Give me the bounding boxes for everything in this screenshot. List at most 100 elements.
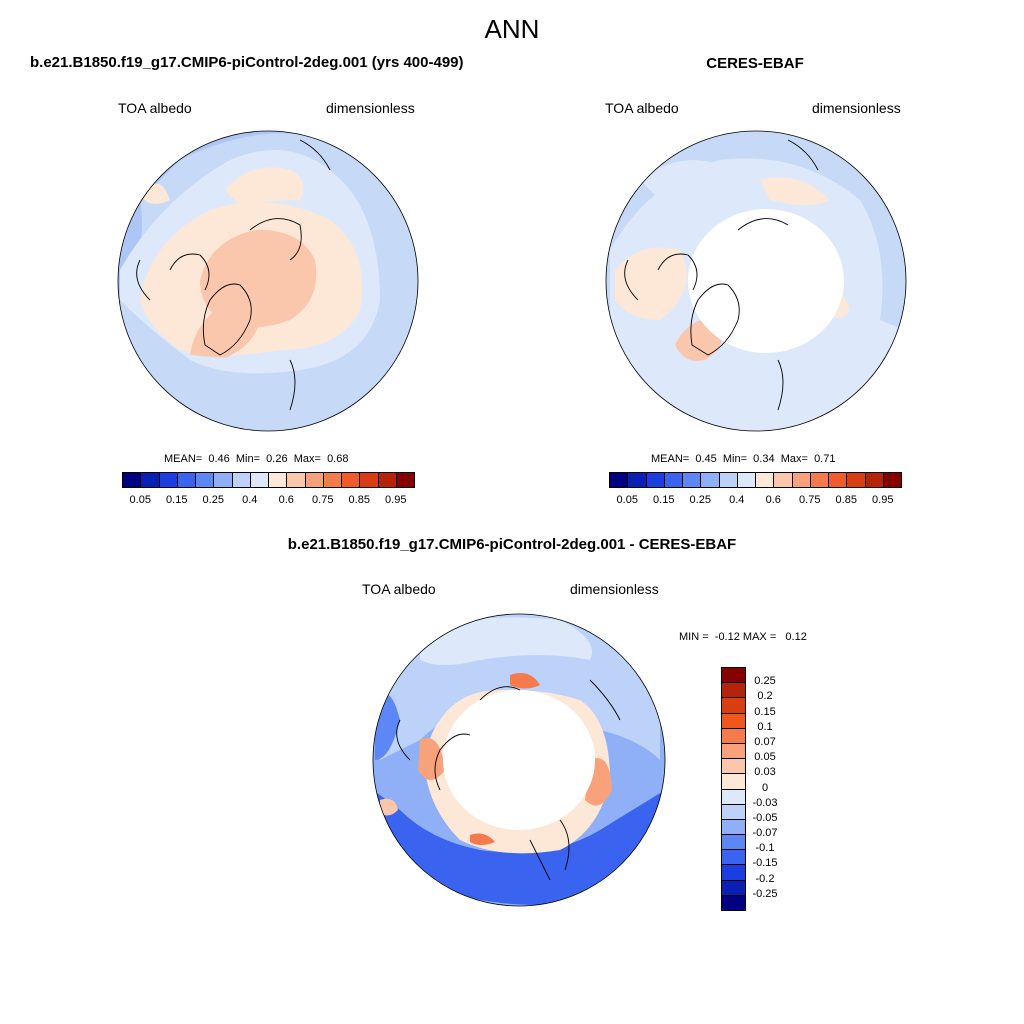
panel2-colorbar-tick-label: 0.05	[616, 494, 638, 506]
panel1-colorbar-swatch	[249, 472, 269, 488]
panel2-colorbar-swatch	[627, 472, 647, 488]
panel2-colorbar-tick-label: 0.6	[765, 494, 781, 506]
figure-title: ANN	[484, 14, 540, 44]
diff-units-label: dimensionless	[570, 581, 659, 597]
diff-colorbar-tick-label: -0.15	[752, 857, 778, 870]
panel1-colorbar-swatch	[304, 472, 324, 488]
panel1-title: b.e21.B1850.f19_g17.CMIP6-piControl-2deg…	[30, 54, 464, 71]
diff-colorbar-swatch	[721, 864, 746, 881]
panel2-colorbar-swatch	[700, 472, 720, 488]
panel2-colorbar-swatch	[864, 472, 884, 488]
diff-colorbar-swatch	[721, 879, 746, 896]
diff-max-value: 0.12	[785, 631, 807, 643]
panel1-min-value: 0.26	[266, 453, 288, 465]
panel2-min-value: 0.34	[753, 453, 775, 465]
panel2-colorbar-swatch	[882, 472, 902, 488]
diff-colorbar-tick-label: 0.03	[754, 766, 776, 779]
diff-colorbar	[721, 667, 746, 911]
panel1-colorbar-swatch	[122, 472, 142, 488]
diff-colorbar-swatch	[721, 818, 746, 836]
diff-colorbar-swatch	[721, 788, 746, 805]
panel2-colorbar-tick-label: 0.25	[689, 494, 711, 506]
panel1-colorbar-swatch	[377, 472, 397, 488]
panel2-colorbar-swatch	[682, 472, 702, 488]
panel2-mean-label: MEAN=	[651, 453, 690, 465]
diff-colorbar-swatch	[721, 849, 746, 866]
panel1-colorbar-swatch	[286, 472, 306, 488]
panel1-colorbar-tick-label: 0.85	[348, 494, 370, 506]
panel1-mean-value: 0.46	[208, 453, 230, 465]
panel1-colorbar-ticks: 0.05 0.15 0.25 0.4 0.6 0.75 0.85 0.95	[122, 494, 414, 508]
panel1-variable-label: TOA albedo	[118, 100, 192, 116]
panel1-colorbar-swatch	[268, 472, 288, 488]
diff-colorbar-tick-label: 0.25	[754, 675, 776, 688]
panel2-colorbar-tick-label: 0.85	[835, 494, 857, 506]
diff-colorbar-ticks: 0.25 0.2 0.15 0.1 0.07 0.05 0.03 0 -0.03 -0.05 -0.…	[752, 667, 812, 910]
panel1-colorbar-tick-label: 0.75	[312, 494, 334, 506]
diff-variable-label: TOA albedo	[362, 581, 436, 597]
diff-colorbar-tick-label: -0.05	[752, 811, 778, 824]
panel1-colorbar	[122, 472, 415, 488]
panel2-colorbar-tick-label: 0.4	[729, 494, 745, 506]
panel1-colorbar-swatch	[322, 472, 342, 488]
diff-colorbar-swatch	[721, 803, 746, 820]
panel2-colorbar-swatch	[828, 472, 848, 488]
diff-colorbar-swatch	[721, 834, 746, 851]
diff-colorbar-tick-label: 0.2	[757, 690, 773, 703]
panel1-min-label: Min=	[235, 453, 261, 465]
panel2-stats: MEAN= 0.45 Min= 0.34 Max= 0.71	[651, 453, 835, 465]
panel2-colorbar-swatch	[755, 472, 775, 488]
panel2-colorbar-tick-label: 0.75	[799, 494, 821, 506]
diff-colorbar-swatch	[721, 758, 746, 775]
panel1-colorbar-swatch	[395, 472, 415, 488]
diff-map-border	[372, 613, 666, 907]
diff-min-value: -0.12	[714, 631, 740, 643]
diff-colorbar-swatch	[721, 682, 746, 699]
panel1-map-border	[117, 130, 419, 432]
panel1-colorbar-tick-label: 0.25	[202, 494, 224, 506]
panel1-stats: MEAN= 0.46 Min= 0.26 Max= 0.68	[164, 453, 348, 465]
panel2-colorbar-swatch	[791, 472, 811, 488]
diff-colorbar-swatch	[721, 667, 746, 684]
panel2-colorbar-swatch	[736, 472, 756, 488]
panel1-colorbar-swatch	[158, 472, 178, 488]
panel1-colorbar-swatch	[140, 472, 160, 488]
diff-map	[373, 614, 665, 906]
panel1-colorbar-tick-label: 0.95	[385, 494, 407, 506]
panel2-colorbar-ticks: 0.05 0.15 0.25 0.4 0.6 0.75 0.85 0.95	[609, 494, 901, 508]
diff-min-label: MIN =	[679, 631, 709, 643]
panel1-colorbar-swatch	[195, 472, 215, 488]
diff-max-label: MAX =	[742, 631, 777, 643]
diff-colorbar-tick-label: 0	[761, 781, 769, 794]
diff-colorbar-swatch	[721, 742, 746, 760]
panel2-colorbar	[609, 472, 902, 488]
panel2-colorbar-swatch	[663, 472, 683, 488]
coastlines	[136, 139, 819, 881]
diff-colorbar-tick-label: 0.1	[757, 720, 773, 733]
panel1-colorbar-swatch	[341, 472, 361, 488]
diff-colorbar-tick-label: -0.03	[752, 796, 778, 809]
panel1-colorbar-swatch	[359, 472, 379, 488]
panel1-colorbar-tick-label: 0.15	[166, 494, 188, 506]
panel2-units-label: dimensionless	[812, 100, 901, 116]
diff-colorbar-tick-label: -0.07	[752, 827, 778, 840]
diff-colorbar-tick-label: -0.25	[752, 887, 778, 900]
diff-colorbar-swatch	[721, 727, 746, 744]
panel1-colorbar-tick-label: 0.4	[242, 494, 258, 506]
diff-colorbar-tick-label: -0.1	[755, 842, 775, 855]
panel2-colorbar-swatch	[609, 472, 629, 488]
panel2-map	[606, 131, 906, 431]
diff-colorbar-swatch	[721, 773, 746, 790]
panel2-colorbar-tick-label: 0.15	[653, 494, 675, 506]
diff-colorbar-swatch	[721, 712, 746, 729]
diff-title: b.e21.B1850.f19_g17.CMIP6-piControl-2deg…	[287, 536, 737, 553]
panel1-max-label: Max=	[293, 453, 321, 465]
diff-colorbar-tick-label: 0.05	[754, 751, 776, 764]
panel2-map-border	[605, 130, 907, 432]
panel2-colorbar-swatch	[718, 472, 738, 488]
panel2-max-value: 0.71	[814, 453, 836, 465]
diff-colorbar-tick-label: 0.07	[754, 735, 776, 748]
panel2-colorbar-swatch	[809, 472, 829, 488]
panel1-units-label: dimensionless	[326, 100, 415, 116]
panel2-title: CERES-EBAF	[706, 55, 804, 72]
